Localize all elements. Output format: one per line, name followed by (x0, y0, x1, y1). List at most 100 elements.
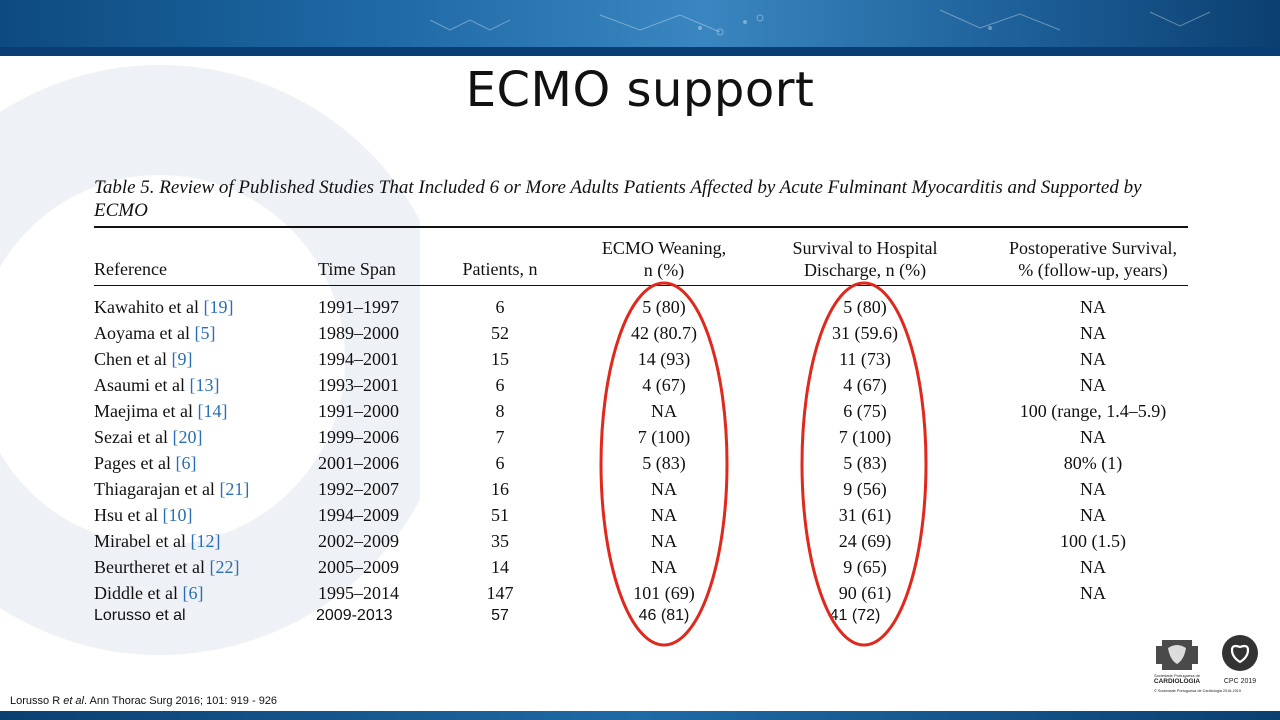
cell-weaning: 46 (81) (638, 607, 690, 624)
cell-survival: 41 (72) (829, 607, 881, 624)
citation-link[interactable]: [22] (209, 557, 240, 577)
header-postop-line2: % (follow-up, years) (1018, 260, 1168, 280)
cell-author: Thiagarajan et al (94, 479, 215, 499)
cell-survival: 5 (83) (843, 453, 887, 473)
cell-patients: 6 (495, 297, 505, 317)
society-logos: Sociedade Portuguesa de CARDIOLOGIA CPC … (1154, 635, 1258, 693)
cell-time-span: 2002–2009 (318, 531, 399, 551)
cell-patients: 16 (491, 479, 509, 499)
cell-weaning: NA (651, 531, 677, 551)
cell-weaning: 7 (100) (637, 427, 691, 447)
header-weaning-line1: ECMO Weaning, (601, 238, 727, 258)
cell-reference: Chen et al [9] (94, 348, 192, 370)
cell-survival: 5 (80) (843, 297, 887, 317)
banner-molecule-pattern (429, 9, 1211, 36)
cell-patients: 15 (491, 349, 509, 369)
header-survival-line1: Survival to Hospital (792, 238, 938, 258)
cell-time-span: 1992–2007 (318, 479, 399, 499)
table-top-rule (94, 226, 1188, 228)
cell-patients: 6 (495, 453, 505, 473)
citation-link[interactable]: [14] (197, 401, 228, 421)
cell-patients: 51 (491, 505, 509, 525)
citation-link[interactable]: [12] (190, 531, 221, 551)
slide-title: ECMO support (465, 62, 815, 118)
cell-patients: 14 (491, 557, 509, 577)
cell-postop: NA (1080, 505, 1106, 525)
cell-postop: NA (1080, 479, 1106, 499)
citation-link[interactable]: [19] (203, 297, 234, 317)
cell-reference: Sezai et al [20] (94, 426, 202, 448)
header-survival-line2: Discharge, n (%) (803, 260, 927, 280)
cell-survival: 4 (67) (843, 375, 887, 395)
cell-weaning: 14 (93) (637, 349, 691, 369)
cell-weaning: NA (651, 557, 677, 577)
cell-postop: NA (1080, 375, 1106, 395)
cell-author: Asaumi et al (94, 375, 185, 395)
cell-time-span: 1994–2001 (318, 349, 399, 369)
cell-author: Chen et al (94, 349, 167, 369)
cell-time-span: 1991–2000 (318, 401, 399, 421)
citation-link[interactable]: [21] (219, 479, 250, 499)
cell-author: Kawahito et al (94, 297, 199, 317)
citation-link[interactable]: [6] (182, 583, 204, 603)
cell-patients: 147 (486, 583, 514, 603)
cell-weaning: 5 (83) (642, 453, 686, 473)
cell-survival: 9 (65) (843, 557, 887, 577)
cell-time-span: 1993–2001 (318, 375, 399, 395)
cell-reference: Beurtheret et al [22] (94, 556, 239, 578)
citation-link[interactable]: [9] (171, 349, 193, 369)
banner-strip (0, 47, 1280, 56)
citation-link[interactable]: [5] (194, 323, 216, 343)
cell-postop: 100 (range, 1.4–5.9) (1019, 401, 1167, 421)
cell-author: Pages et al (94, 453, 171, 473)
cell-time-span: 2005–2009 (318, 557, 399, 577)
header-time-span: Time Span (318, 259, 396, 279)
citation-link[interactable]: [10] (162, 505, 193, 525)
cell-time-span: 1991–1997 (318, 297, 399, 317)
spc-logo: Sociedade Portuguesa de CARDIOLOGIA (1154, 640, 1201, 685)
cell-postop: NA (1080, 583, 1106, 603)
cell-survival: 7 (100) (838, 427, 892, 447)
header-patients: Patients, n (462, 259, 538, 279)
citation-link[interactable]: [6] (175, 453, 197, 473)
table-header-rule (94, 285, 1188, 286)
cell-author: Sezai et al (94, 427, 168, 447)
table-caption: Table 5. Review of Published Studies Tha… (94, 177, 1142, 221)
cell-reference: Mirabel et al [12] (94, 530, 220, 552)
header-postop-line1: Postoperative Survival, (1009, 238, 1177, 258)
cell-reference: Kawahito et al [19] (94, 296, 233, 318)
citation-link[interactable]: [20] (172, 427, 203, 447)
citation-link[interactable]: [13] (189, 375, 220, 395)
cell-author: Beurtheret et al (94, 557, 205, 577)
cell-weaning: 5 (80) (642, 297, 686, 317)
header-postop: Postoperative Survival, % (follow-up, ye… (990, 237, 1196, 281)
spc-small-text: Sociedade Portuguesa de (1154, 673, 1201, 678)
cell-weaning: 42 (80.7) (631, 323, 697, 343)
background-watermark (0, 65, 420, 655)
cell-survival: 11 (73) (839, 349, 891, 369)
cell-patients: 7 (495, 427, 505, 447)
spc-main-text: CARDIOLOGIA (1154, 678, 1201, 685)
cell-patients: 8 (495, 401, 505, 421)
header-reference: Reference (94, 259, 167, 279)
cell-survival: 31 (59.6) (832, 323, 898, 343)
cell-survival: 6 (75) (843, 401, 887, 421)
cell-reference: Hsu et al [10] (94, 504, 192, 526)
cpc-text: CPC 2019 (1224, 678, 1256, 685)
header-weaning: ECMO Weaning, n (%) (574, 237, 754, 281)
cell-time-span: 1995–2014 (318, 583, 399, 603)
cell-survival: 24 (69) (838, 531, 892, 551)
citation-etal: et al (63, 695, 84, 707)
cell-postop: NA (1080, 297, 1106, 317)
cell-time-span: 1999–2006 (318, 427, 399, 447)
cell-author: Aoyama et al (94, 323, 190, 343)
citation-prefix: Lorusso R (10, 695, 64, 707)
cell-postop: NA (1080, 427, 1106, 447)
cell-author: Hsu et al (94, 505, 158, 525)
bottom-bar (0, 711, 1280, 720)
cell-postop: NA (1080, 323, 1106, 343)
cell-time-span: 2009-2013 (316, 607, 393, 624)
cell-reference: Asaumi et al [13] (94, 374, 219, 396)
cell-postop: 80% (1) (1063, 453, 1123, 473)
cell-survival: 31 (61) (838, 505, 892, 525)
